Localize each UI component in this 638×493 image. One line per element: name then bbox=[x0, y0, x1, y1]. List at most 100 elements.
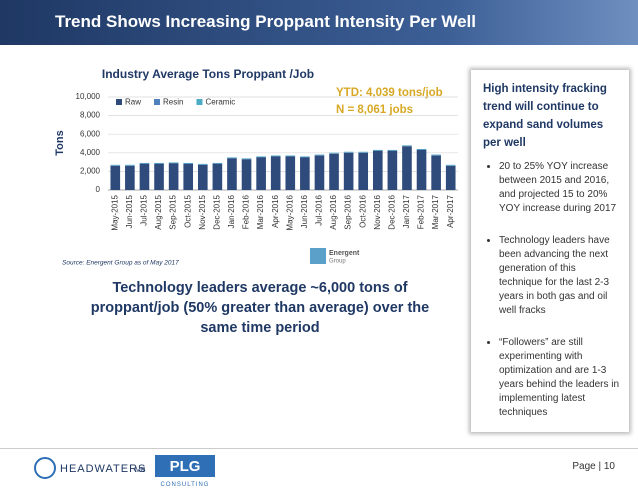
logo-icon bbox=[310, 248, 326, 264]
bar-segment bbox=[256, 156, 266, 157]
bar-segment bbox=[402, 145, 412, 146]
footer-rule bbox=[0, 448, 638, 449]
legend-swatch bbox=[116, 99, 122, 105]
bar-segment bbox=[314, 154, 325, 156]
bullet: 20 to 25% YOY increase between 2015 and … bbox=[499, 160, 621, 216]
source-note: Source: Energent Group as of May 2017 bbox=[62, 260, 179, 267]
annotation: YTD: 4,039 tons/job bbox=[336, 87, 443, 99]
logo-text: MB bbox=[135, 467, 146, 474]
bar-segment bbox=[139, 162, 150, 164]
y-tick-label: 10,000 bbox=[76, 92, 101, 101]
logo-box bbox=[155, 455, 215, 477]
bar-segment bbox=[402, 146, 412, 190]
bar-segment bbox=[125, 164, 135, 166]
bar-segment bbox=[168, 163, 179, 190]
bar-segment bbox=[416, 148, 427, 150]
bar-segment bbox=[431, 154, 441, 156]
bar-segment bbox=[358, 152, 369, 190]
x-tick-label: May-2016 bbox=[285, 194, 294, 230]
bar-segment bbox=[372, 149, 383, 151]
bar-segment bbox=[168, 162, 179, 164]
logo-text: Group bbox=[329, 259, 346, 265]
bar-segment bbox=[197, 163, 208, 165]
bar-segment bbox=[212, 162, 223, 164]
legend-swatch bbox=[196, 99, 203, 105]
x-tick-label: Mar-2017 bbox=[431, 194, 440, 229]
logo-text: CONSULTING bbox=[161, 482, 210, 488]
bar-segment bbox=[387, 150, 398, 190]
bar-segment bbox=[110, 164, 121, 166]
bar-segment bbox=[300, 157, 310, 190]
bar-segment bbox=[372, 150, 383, 190]
x-tick-label: Feb-2016 bbox=[242, 194, 251, 229]
legend-swatch bbox=[154, 99, 161, 105]
bar-segment bbox=[183, 162, 194, 164]
sidebar: High intensity fracking trend will conti… bbox=[471, 70, 629, 432]
x-tick-label: Jul-2016 bbox=[315, 194, 324, 225]
bar-segment bbox=[110, 165, 121, 190]
bar-segment bbox=[212, 163, 223, 190]
bar-segment bbox=[416, 150, 427, 190]
header-bar: Trend Shows Increasing Proppant Intensit… bbox=[0, 0, 638, 45]
bar-segment bbox=[270, 156, 281, 190]
bar-segment bbox=[343, 152, 354, 190]
x-tick-label: Jan-2016 bbox=[227, 194, 236, 228]
x-tick-label: Apr-2017 bbox=[446, 194, 455, 227]
bar-segment bbox=[227, 157, 237, 158]
bar-segment bbox=[227, 158, 237, 190]
sidebar-heading: High intensity fracking trend will conti… bbox=[483, 83, 607, 149]
x-tick-label: Jun-2016 bbox=[300, 194, 309, 228]
x-tick-label: Sep-2015 bbox=[169, 194, 178, 229]
logo-text: Energent bbox=[329, 250, 360, 257]
x-tick-label: Oct-2015 bbox=[183, 194, 192, 227]
bar-segment bbox=[154, 162, 164, 164]
bar-segment bbox=[358, 151, 369, 153]
logo-text: PLG bbox=[170, 458, 201, 475]
bar-segment bbox=[445, 165, 456, 190]
bar-segment bbox=[197, 164, 208, 190]
logo-text: HEADWATERS bbox=[60, 463, 146, 475]
bar-segment bbox=[445, 164, 456, 166]
footer: HEADWATERS MB PLG CONSULTING Page | 10 bbox=[34, 455, 615, 488]
bar-segment bbox=[300, 156, 310, 157]
x-tick-label: May-2015 bbox=[110, 194, 119, 230]
bar-segment bbox=[125, 165, 135, 190]
bar-segment bbox=[314, 155, 325, 190]
x-tick-label: Nov-2015 bbox=[198, 194, 207, 229]
bar-segment bbox=[329, 153, 339, 190]
callout: Technology leaders average ~6,000 tons o… bbox=[90, 280, 430, 336]
x-tick-label: Sep-2016 bbox=[344, 194, 353, 229]
y-tick-label: 8,000 bbox=[80, 111, 101, 120]
legend-label: Raw bbox=[125, 98, 141, 107]
annotation: N = 8,061 jobs bbox=[336, 104, 413, 116]
x-tick-label: Aug-2016 bbox=[329, 194, 338, 229]
bar-segment bbox=[285, 156, 296, 190]
y-axis-label: Tons bbox=[54, 130, 66, 155]
x-tick-label: Jul-2015 bbox=[140, 194, 149, 225]
bar-segment bbox=[241, 158, 252, 159]
logo-icon bbox=[34, 457, 56, 479]
y-tick-label: 0 bbox=[96, 185, 101, 194]
x-tick-label: Oct-2016 bbox=[358, 194, 367, 227]
bar-segment bbox=[241, 159, 252, 190]
legend-label: Resin bbox=[163, 98, 183, 107]
x-tick-label: Jun-2015 bbox=[125, 194, 134, 228]
x-tick-label: Dec-2015 bbox=[212, 194, 221, 229]
bullet-list: 20 to 25% YOY increase between 2015 and … bbox=[471, 160, 629, 420]
bar-segment bbox=[154, 163, 164, 190]
bar-segment bbox=[285, 155, 296, 157]
x-tick-label: Aug-2015 bbox=[154, 194, 163, 229]
bar-segment bbox=[183, 163, 194, 190]
bullet: Technology leaders have been advancing t… bbox=[499, 234, 621, 318]
bar-segment bbox=[270, 155, 281, 157]
x-tick-label: Jan-2017 bbox=[402, 194, 411, 228]
x-tick-label: Apr-2016 bbox=[271, 194, 280, 227]
y-tick-label: 4,000 bbox=[80, 148, 101, 157]
bar-segment bbox=[343, 151, 354, 153]
bullet: “Followers” are still experimenting with… bbox=[499, 336, 621, 420]
x-tick-label: Dec-2016 bbox=[387, 194, 396, 229]
y-tick-label: 6,000 bbox=[80, 129, 101, 138]
y-tick-label: 2,000 bbox=[80, 167, 101, 176]
bar-segment bbox=[256, 157, 266, 190]
